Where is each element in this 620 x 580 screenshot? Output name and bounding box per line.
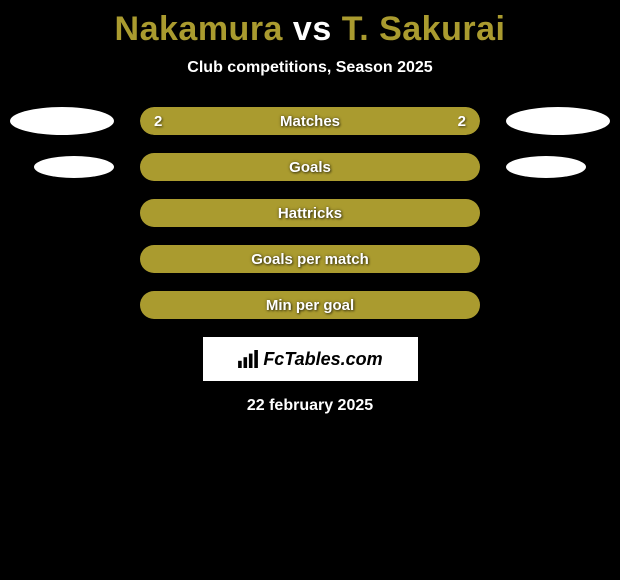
stat-label: Min per goal	[266, 297, 354, 314]
stat-label: Matches	[280, 113, 340, 130]
stats-container: 2 Matches 2 Goals Hattricks	[0, 107, 620, 319]
stat-left-value: 2	[154, 113, 162, 130]
stat-row-mpg: Min per goal	[0, 291, 620, 319]
player1-badge	[10, 107, 114, 135]
stat-bar-matches: 2 Matches 2	[140, 107, 480, 135]
subtitle: Club competitions, Season 2025	[0, 59, 620, 77]
stat-bar-mpg: Min per goal	[140, 291, 480, 319]
stat-row-hattricks: Hattricks	[0, 199, 620, 227]
player1-badge-small	[34, 156, 114, 178]
stat-bar-gpm: Goals per match	[140, 245, 480, 273]
bars-icon	[237, 350, 259, 368]
stat-right-value: 2	[458, 113, 466, 130]
stat-label: Hattricks	[278, 205, 342, 222]
stat-row-matches: 2 Matches 2	[0, 107, 620, 135]
player1-name: Nakamura	[115, 10, 283, 48]
player2-badge-small	[506, 156, 586, 178]
stat-bar-goals: Goals	[140, 153, 480, 181]
player2-badge	[506, 107, 610, 135]
stat-bar-hattricks: Hattricks	[140, 199, 480, 227]
stat-row-goals: Goals	[0, 153, 620, 181]
comparison-title: Nakamura vs T. Sakurai	[0, 0, 620, 49]
vs-text: vs	[283, 10, 342, 48]
player2-name: T. Sakurai	[342, 10, 506, 48]
logo-text: FcTables.com	[263, 349, 382, 370]
logo: FcTables.com	[237, 349, 382, 370]
stat-label: Goals	[289, 159, 331, 176]
logo-box: FcTables.com	[203, 337, 418, 381]
stat-row-gpm: Goals per match	[0, 245, 620, 273]
date-text: 22 february 2025	[0, 397, 620, 415]
stat-label: Goals per match	[251, 251, 369, 268]
